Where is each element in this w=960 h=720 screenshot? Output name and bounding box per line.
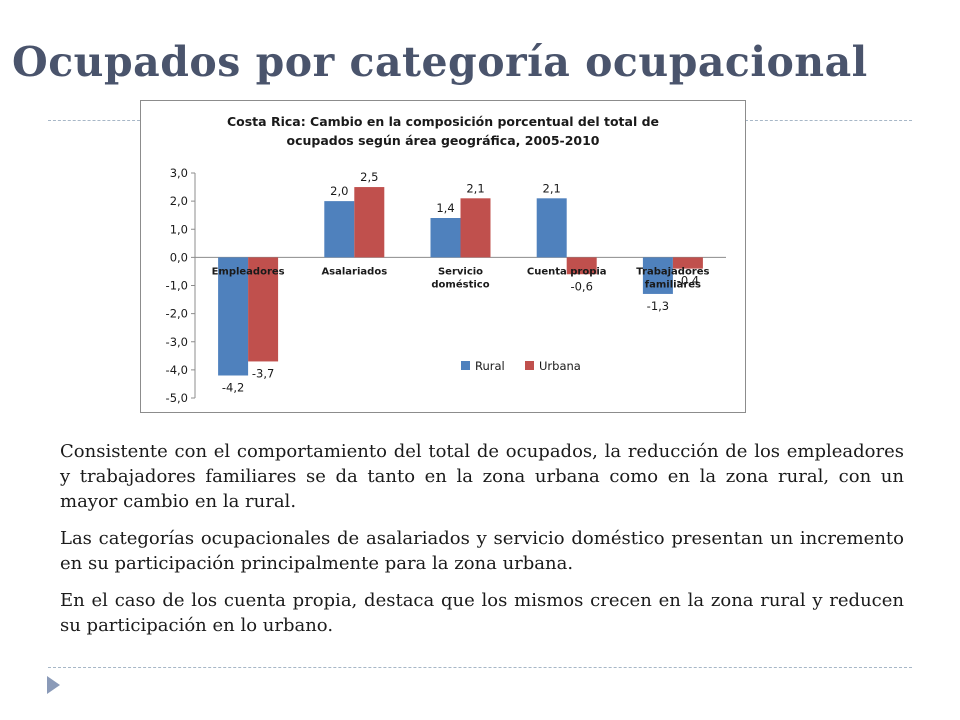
- bar-urbana: [566, 257, 597, 275]
- title-divider-right: [745, 120, 912, 121]
- paragraph-salaried: Las categorías ocupacionales de asalaria…: [60, 528, 904, 574]
- chart-title-line: ocupados según área geográfica, 2005-201…: [286, 133, 599, 148]
- category-label: Empleadores: [212, 266, 285, 277]
- legend-label-rural: Rural: [475, 359, 505, 373]
- data-label-rural: 2,0: [330, 184, 348, 198]
- bar-rural: [536, 198, 567, 258]
- data-label-urbana: 2,5: [360, 170, 378, 184]
- y-tick-label: -2,0: [166, 307, 188, 321]
- data-label-urbana: -3,7: [252, 366, 274, 380]
- legend-label-urbana: Urbana: [539, 359, 581, 373]
- data-label-rural: -1,3: [647, 299, 669, 313]
- category-label: Trabajadores: [636, 266, 709, 277]
- y-tick-label: -5,0: [166, 391, 188, 405]
- category-label: Asalariados: [321, 266, 387, 277]
- data-label-urbana: 2,1: [466, 181, 484, 195]
- paragraph-employers: Consistente con el comportamiento del to…: [60, 441, 904, 512]
- y-tick-label: 3,0: [170, 166, 188, 180]
- bar-rural: [324, 201, 355, 258]
- title-divider-left: [48, 120, 140, 121]
- bar-urbana: [248, 257, 279, 362]
- legend-swatch-rural: [461, 361, 470, 370]
- bar-urbana: [354, 187, 385, 258]
- bar-rural: [430, 218, 461, 258]
- paragraph-self-employed: En el caso de los cuenta propia, destaca…: [60, 590, 904, 636]
- data-label-urbana: -0,6: [570, 279, 592, 293]
- chart-title-line: Costa Rica: Cambio en la composición por…: [227, 114, 659, 129]
- y-tick-label: -1,0: [166, 279, 188, 293]
- data-label-rural: 1,4: [436, 201, 454, 215]
- y-tick-label: 1,0: [170, 222, 188, 236]
- category-label: Cuenta propia: [527, 266, 607, 277]
- chart-svg: Costa Rica: Cambio en la composición por…: [166, 114, 726, 405]
- category-label: familiares: [645, 279, 701, 290]
- bar-urbana: [672, 257, 703, 269]
- y-tick-label: -3,0: [166, 335, 188, 349]
- footer-divider: [48, 667, 912, 668]
- body-text: Consistente con el comportamiento del to…: [60, 439, 904, 650]
- slide-title: Ocupados por categoría ocupacional: [12, 38, 868, 86]
- category-label: doméstico: [431, 278, 489, 290]
- next-triangle-icon[interactable]: [47, 676, 60, 694]
- y-tick-label: 2,0: [170, 194, 188, 208]
- bar-urbana: [460, 198, 491, 258]
- bar-chart: Costa Rica: Cambio en la composición por…: [140, 100, 746, 413]
- bar-rural: [642, 257, 673, 294]
- y-tick-label: -4,0: [166, 363, 188, 377]
- y-tick-label: 0,0: [170, 250, 188, 264]
- data-label-urbana: -0,4: [677, 274, 699, 288]
- data-label-rural: 2,1: [543, 181, 561, 195]
- legend-swatch-urbana: [525, 361, 534, 370]
- data-label-rural: -4,2: [222, 381, 244, 395]
- category-label: Servicio: [438, 266, 483, 277]
- bar-rural: [218, 257, 249, 376]
